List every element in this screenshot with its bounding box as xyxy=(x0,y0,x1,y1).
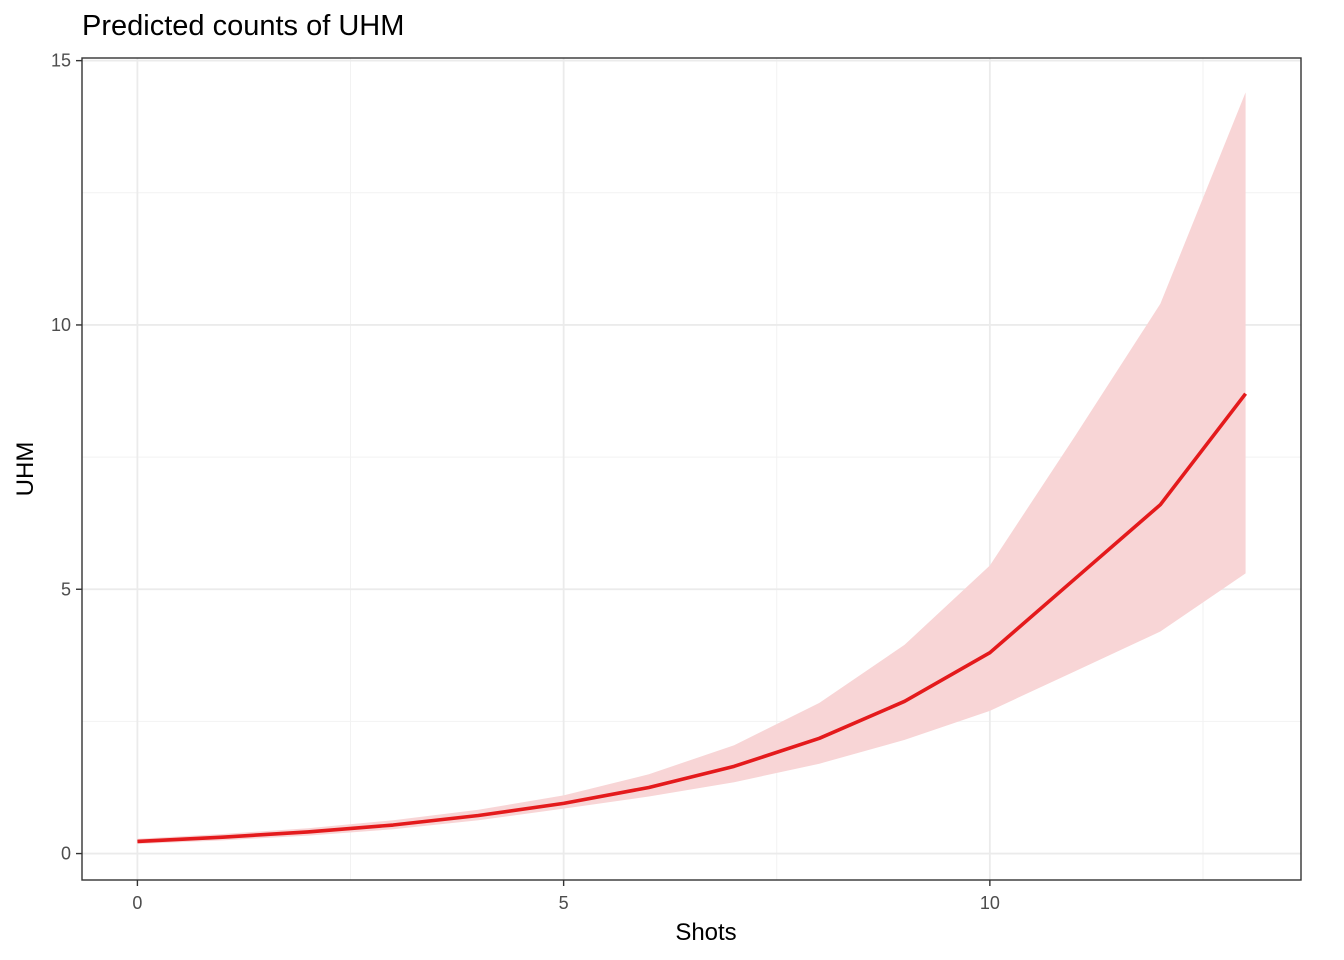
chart-title: Predicted counts of UHM xyxy=(82,10,404,42)
confidence-band xyxy=(137,92,1246,845)
y-tick-label: 15 xyxy=(51,51,71,71)
plot-panel: 0 5 10 0 5 10 15 xyxy=(51,51,1302,913)
y-tick-label: 10 xyxy=(51,315,71,335)
x-tick-label: 5 xyxy=(559,893,569,913)
x-axis-title: Shots xyxy=(675,919,736,946)
y-axis-title: UHM xyxy=(12,442,39,497)
x-tick-label: 0 xyxy=(132,893,142,913)
x-tick-label: 10 xyxy=(980,893,1000,913)
y-tick-label: 5 xyxy=(61,579,71,599)
panel-border xyxy=(81,57,1302,881)
y-tick-label: 0 xyxy=(61,844,71,864)
series-line xyxy=(137,392,1248,844)
